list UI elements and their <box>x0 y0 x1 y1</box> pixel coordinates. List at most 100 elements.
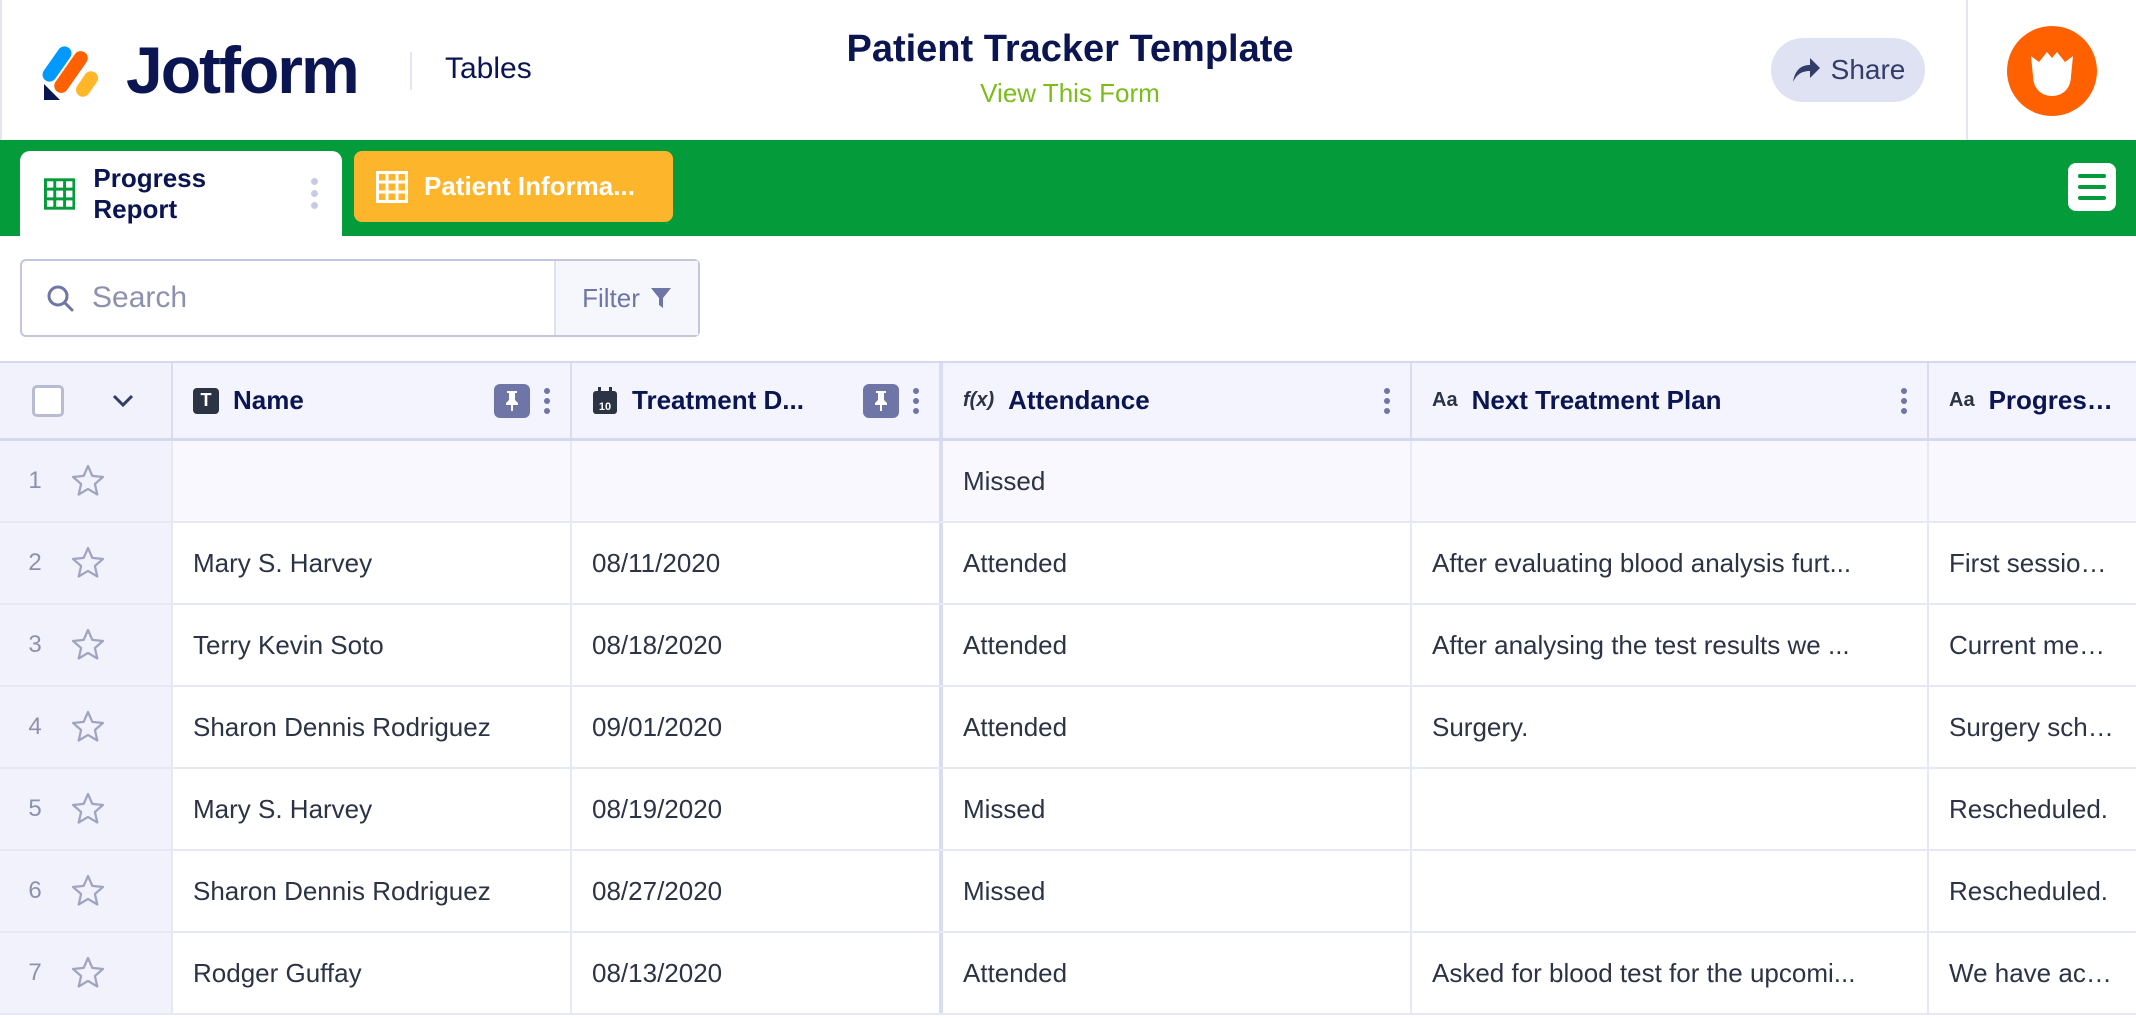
table-cell[interactable]: Surgery. <box>1412 687 1929 767</box>
star-icon[interactable] <box>70 791 106 827</box>
table-cell[interactable]: Attended <box>943 933 1412 1013</box>
table-cell[interactable]: Terry Kevin Soto <box>173 605 572 685</box>
table-cell[interactable]: 08/13/2020 <box>572 933 943 1013</box>
cell-value: Surgery. <box>1432 711 1529 742</box>
star-icon[interactable] <box>70 955 106 991</box>
cell-value: Rescheduled. <box>1949 793 2108 824</box>
cell-value: Attended <box>963 629 1068 660</box>
column-options-icon[interactable] <box>913 387 919 414</box>
table-cell[interactable] <box>572 441 943 521</box>
table-cell[interactable]: Missed <box>943 441 1412 521</box>
table-cell[interactable]: After evaluating blood analysis furt... <box>1412 523 1929 603</box>
table-cell[interactable]: Attended <box>943 523 1412 603</box>
star-icon[interactable] <box>70 873 106 909</box>
table-row[interactable]: 2 Mary S. Harvey 08/11/2020 Attended After … <box>0 523 2136 605</box>
top-header: Jotform Tables Patient Tracker Template … <box>0 0 2136 140</box>
table-cell[interactable]: 08/11/2020 <box>572 523 943 603</box>
table-row[interactable]: 1 Missed <box>0 441 2136 523</box>
table-cell[interactable]: 08/18/2020 <box>572 605 943 685</box>
table-cell[interactable]: After analysing the test results we ... <box>1412 605 1929 685</box>
formula-icon: f(x) <box>963 389 995 411</box>
column-options-icon[interactable] <box>1384 387 1390 414</box>
text-field-icon: Aa <box>1432 389 1458 411</box>
table-cell[interactable]: Rodger Guffay <box>173 933 572 1013</box>
table-cell[interactable]: First session w <box>1929 523 2136 603</box>
jotform-logo-icon <box>42 46 99 100</box>
star-icon[interactable] <box>70 545 106 581</box>
tab-patient-information[interactable]: Patient Informa... <box>354 151 673 222</box>
tab-options-icon[interactable] <box>311 178 318 209</box>
search-input[interactable] <box>92 281 532 315</box>
table-cell[interactable] <box>1412 441 1929 521</box>
table-cell[interactable]: We have activa <box>1929 933 2136 1013</box>
column-header[interactable]: Aa Progress N <box>1929 363 2136 438</box>
column-options-icon[interactable] <box>544 387 550 414</box>
table-cell[interactable]: 08/19/2020 <box>572 769 943 849</box>
table-cell[interactable]: Attended <box>943 605 1412 685</box>
column-header[interactable]: Aa Next Treatment Plan <box>1412 363 1929 438</box>
star-icon[interactable] <box>70 709 106 745</box>
table-cell[interactable]: Asked for blood test for the upcomi... <box>1412 933 1929 1013</box>
row-number: 3 <box>28 631 42 658</box>
table-cell[interactable]: 09/01/2020 <box>572 687 943 767</box>
table-cell[interactable]: Missed <box>943 851 1412 931</box>
pin-icon[interactable] <box>494 383 530 418</box>
column-label: Name <box>233 385 304 415</box>
cell-value: After analysing the test results we ... <box>1432 629 1850 660</box>
table-cell[interactable]: Sharon Dennis Rodriguez <box>173 687 572 767</box>
table-row[interactable]: 7 Rodger Guffay 08/13/2020 Attended Asked f… <box>0 933 2136 1015</box>
table-row[interactable]: 5 Mary S. Harvey 08/19/2020 Missed Reschedu… <box>0 769 2136 851</box>
cell-value: Missed <box>963 793 1046 824</box>
share-label: Share <box>1830 54 1906 85</box>
table-row[interactable]: 4 Sharon Dennis Rodriguez 09/01/2020 Atten… <box>0 687 2136 769</box>
column-header[interactable]: f(x) Attendance <box>943 363 1412 438</box>
cell-value: 08/19/2020 <box>592 793 723 824</box>
row-controls: 6 <box>0 851 173 931</box>
row-controls: 5 <box>0 769 173 849</box>
table-cell[interactable]: Attended <box>943 687 1412 767</box>
row-controls: 2 <box>0 523 173 603</box>
table-cell[interactable]: Missed <box>943 769 1412 849</box>
table-cell[interactable] <box>1412 851 1929 931</box>
column-label: Progress N <box>1988 385 2116 415</box>
table-cell[interactable]: Rescheduled. <box>1929 851 2136 931</box>
table-row[interactable]: 6 Sharon Dennis Rodriguez 08/27/2020 Misse… <box>0 851 2136 933</box>
chevron-down-icon[interactable] <box>112 394 134 408</box>
jotform-logo[interactable]: Jotform <box>42 32 360 108</box>
column-header[interactable]: T Name <box>173 363 572 438</box>
menu-button[interactable] <box>2068 163 2116 211</box>
table-row[interactable]: 3 Terry Kevin Soto 08/18/2020 Attended Afte… <box>0 605 2136 687</box>
table-cell[interactable] <box>1412 769 1929 849</box>
divider <box>1966 0 1968 140</box>
star-icon[interactable] <box>70 627 106 663</box>
brand-name: Jotform <box>126 33 360 107</box>
table-cell[interactable]: 08/27/2020 <box>572 851 943 931</box>
share-button[interactable]: Share <box>1771 38 1925 102</box>
user-avatar[interactable] <box>2007 26 2097 116</box>
tab-progress-report[interactable]: Progress Report <box>20 151 342 236</box>
cell-value: Rescheduled. <box>1949 875 2108 906</box>
divider <box>410 52 412 90</box>
table-cell[interactable] <box>1929 441 2136 521</box>
table-cell[interactable]: Current medica <box>1929 605 2136 685</box>
select-all-checkbox[interactable] <box>32 384 64 417</box>
view-form-link[interactable]: View This Form <box>980 78 1160 108</box>
table-cell[interactable]: Sharon Dennis Rodriguez <box>173 851 572 931</box>
filter-button[interactable]: Filter <box>554 261 698 335</box>
pin-icon[interactable] <box>863 383 899 418</box>
cell-value: 09/01/2020 <box>592 711 723 742</box>
table-cell[interactable]: Surgery schedu <box>1929 687 2136 767</box>
select-column <box>0 363 173 438</box>
table-cell[interactable]: Mary S. Harvey <box>173 523 572 603</box>
table-cell[interactable] <box>173 441 572 521</box>
table-cell[interactable]: Rescheduled. <box>1929 769 2136 849</box>
column-options-icon[interactable] <box>1901 387 1907 414</box>
star-icon[interactable] <box>70 463 106 499</box>
cell-value: Attended <box>963 957 1068 988</box>
table-cell[interactable]: Mary S. Harvey <box>173 769 572 849</box>
tab-label: Progress Report <box>93 162 207 224</box>
text-field-icon: Aa <box>1949 389 1975 411</box>
cell-value: Rodger Guffay <box>193 957 362 988</box>
cell-value: Attended <box>963 547 1068 578</box>
column-header[interactable]: 10 Treatment D... <box>572 363 943 438</box>
